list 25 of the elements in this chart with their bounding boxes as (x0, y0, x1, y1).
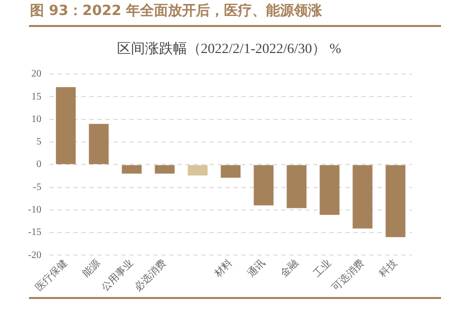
bar (220, 165, 241, 178)
bar (122, 165, 142, 174)
bar (320, 165, 340, 215)
chart-title: 图 93：2022 年全面放开后，医疗、能源领涨 (30, 2, 322, 20)
x-tick-label: 金融 (278, 256, 301, 280)
bar (386, 165, 406, 238)
x-tick-label: 材料 (211, 256, 235, 280)
y-tick-label: 0 (36, 159, 42, 170)
bar (154, 165, 175, 174)
y-tick-label: -10 (28, 204, 42, 216)
bar (88, 124, 109, 164)
bar (254, 165, 274, 206)
bar (56, 87, 76, 164)
bar (286, 165, 306, 208)
x-tick-label: 科技 (376, 256, 400, 280)
y-tick-label: 5 (36, 136, 42, 148)
y-tick-label: -15 (28, 227, 42, 238)
chart-subtitle: 区间涨跌幅（2022/2/1-2022/6/30） % (116, 40, 342, 58)
bar (352, 165, 372, 228)
bar (188, 165, 208, 176)
x-tick-label: 通讯 (244, 256, 268, 280)
y-tick-label: 10 (31, 114, 42, 125)
y-tick-label: 20 (31, 68, 42, 80)
y-tick-label: 15 (31, 91, 42, 102)
y-tick-label: -5 (32, 182, 42, 193)
